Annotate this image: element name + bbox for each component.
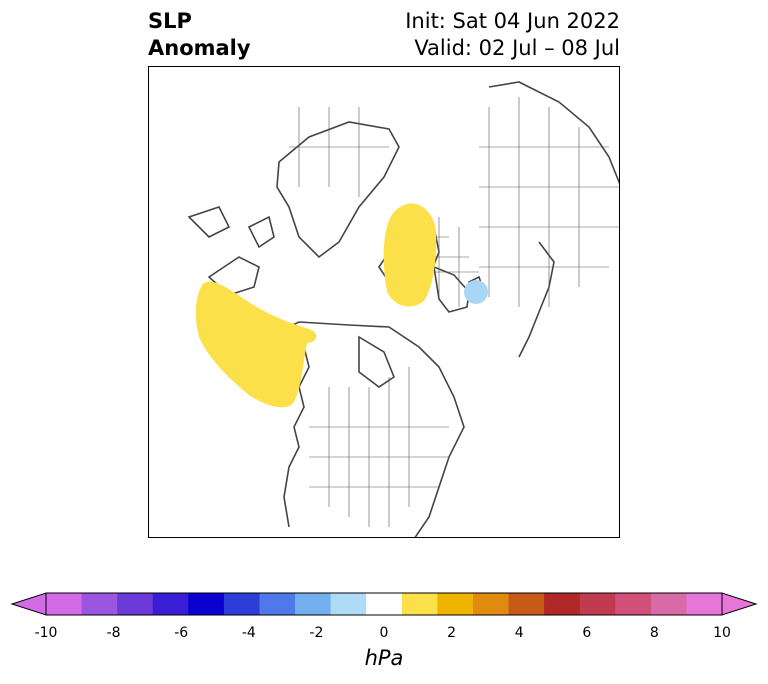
colorbar-box bbox=[508, 593, 545, 615]
hudson-bay bbox=[358, 335, 395, 388]
political-borders bbox=[289, 97, 619, 527]
asia-coast bbox=[488, 81, 619, 185]
colorbar-box bbox=[295, 593, 332, 615]
north-pacific-positive-anomaly bbox=[195, 281, 317, 408]
colorbar-box bbox=[437, 593, 474, 615]
greenland-coast bbox=[276, 121, 400, 259]
scandinavia-positive-anomaly bbox=[383, 203, 437, 307]
colorbar-box bbox=[117, 593, 154, 615]
colorbar-boxes bbox=[46, 593, 723, 615]
colorbar-box bbox=[650, 593, 687, 615]
east-asia-coast bbox=[518, 241, 555, 358]
colorbar-box bbox=[46, 593, 83, 615]
colorbar-tick-label: -2 bbox=[309, 625, 324, 641]
colorbar-box bbox=[259, 593, 296, 615]
colorbar-box bbox=[472, 593, 510, 615]
colorbar-min-arrow bbox=[10, 592, 47, 616]
polar-map bbox=[187, 81, 619, 537]
colorbar-tick-label: 10 bbox=[713, 625, 731, 641]
caspian-negative-anomaly bbox=[464, 280, 488, 304]
colorbar-box bbox=[330, 593, 367, 615]
colorbar-unit: hPa bbox=[364, 646, 404, 670]
colorbar-box bbox=[686, 593, 723, 615]
forecast-dates: Init: Sat 04 Jun 2022 Valid: 02 Jul – 08… bbox=[405, 8, 620, 62]
map-panel bbox=[148, 66, 620, 538]
colorbar-box bbox=[223, 593, 260, 615]
colorbar bbox=[10, 592, 758, 616]
colorbar-max-arrow bbox=[721, 592, 758, 616]
colorbar-tick-label: 4 bbox=[514, 625, 524, 641]
alaska-coast bbox=[283, 326, 310, 528]
colorbar-box bbox=[188, 593, 225, 615]
colorbar-tick-label: -8 bbox=[106, 625, 121, 641]
north-america-coast bbox=[243, 321, 465, 537]
colorbar-box bbox=[615, 593, 652, 615]
colorbar-outline bbox=[45, 592, 723, 616]
colorbar-tick-label: 8 bbox=[649, 625, 659, 641]
coastlines bbox=[187, 81, 619, 537]
colorbar-box bbox=[544, 593, 581, 615]
colorbar-box bbox=[579, 593, 616, 615]
colorbar-tick-label: -6 bbox=[174, 625, 189, 641]
map-title: SLP Anomaly bbox=[148, 8, 251, 62]
colorbar-tick-label: 6 bbox=[582, 625, 592, 641]
colorbar-box bbox=[152, 593, 189, 615]
title-line-2: Anomaly bbox=[148, 36, 251, 60]
colorbar-box bbox=[81, 593, 118, 615]
colorbar-box bbox=[401, 593, 438, 615]
valid-date: Valid: 02 Jul – 08 Jul bbox=[414, 36, 620, 60]
canadian-archipelago bbox=[187, 206, 275, 296]
colorbar-tick-label: -10 bbox=[34, 625, 58, 641]
colorbar-tick-label: 2 bbox=[447, 625, 457, 641]
init-date: Init: Sat 04 Jun 2022 bbox=[405, 9, 620, 33]
colorbar-tick-label: -4 bbox=[241, 625, 256, 641]
mediterranean-coast bbox=[432, 265, 470, 313]
colorbar-tick-label: 0 bbox=[379, 625, 389, 641]
title-line-1: SLP bbox=[148, 9, 192, 33]
colorbar-box bbox=[366, 593, 403, 615]
